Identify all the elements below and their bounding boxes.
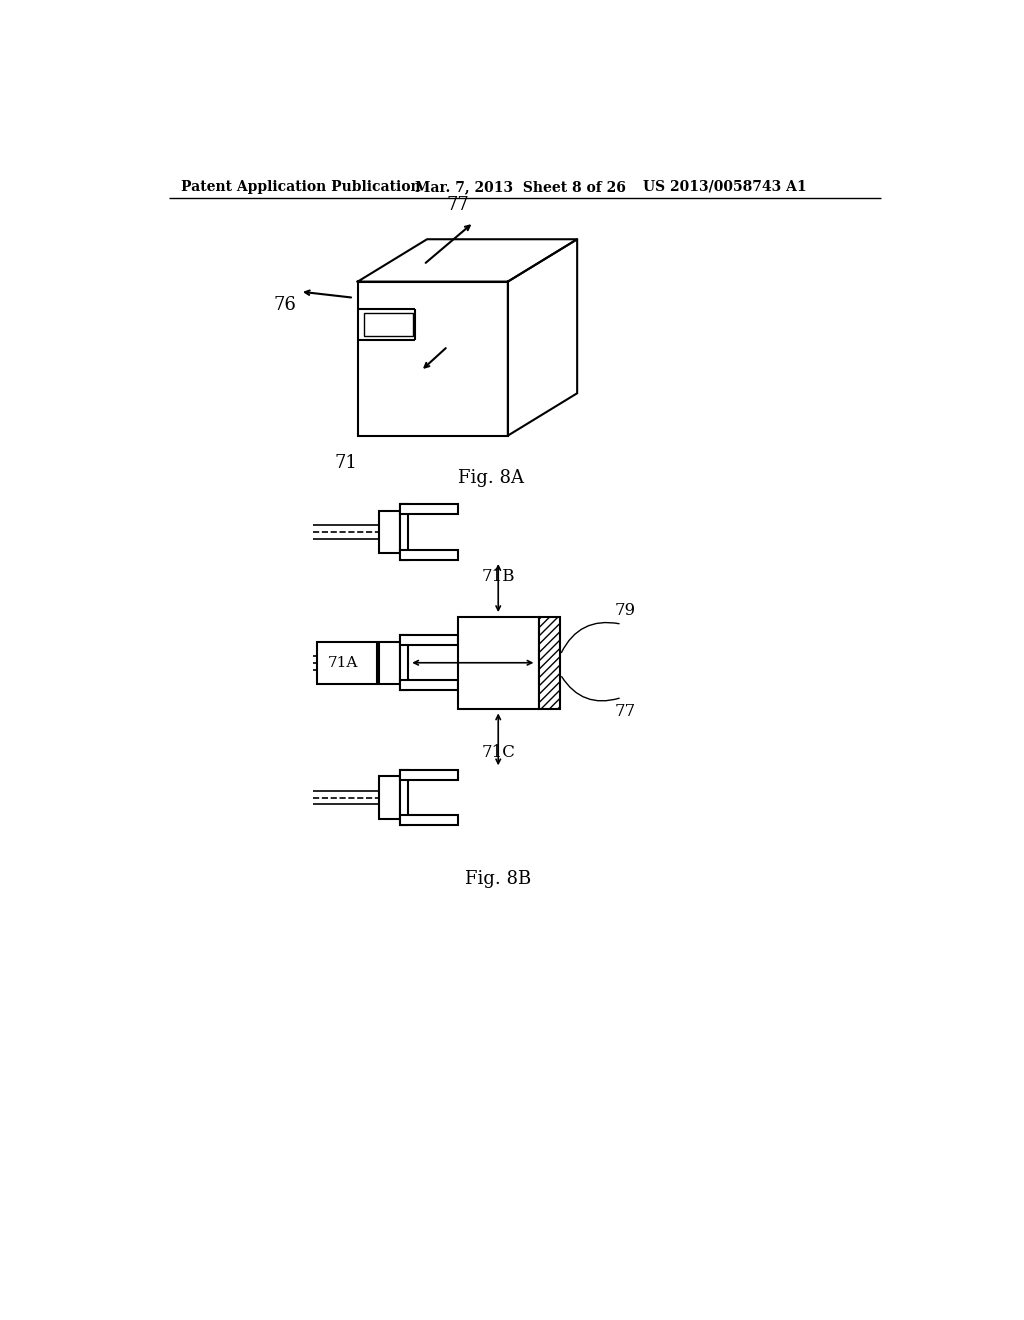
Bar <box>357 281 508 436</box>
Bar <box>379 642 400 684</box>
Bar <box>400 770 408 825</box>
Bar <box>539 616 560 709</box>
Text: Fig. 8A: Fig. 8A <box>458 469 523 487</box>
Text: 71: 71 <box>335 454 357 471</box>
Text: Mar. 7, 2013  Sheet 8 of 26: Mar. 7, 2013 Sheet 8 of 26 <box>416 180 627 194</box>
Bar <box>400 549 458 560</box>
Bar <box>316 642 377 684</box>
Bar <box>400 635 408 690</box>
Bar <box>400 635 458 645</box>
Text: 76: 76 <box>273 297 296 314</box>
Text: 77: 77 <box>446 197 470 214</box>
Bar <box>400 816 458 825</box>
Bar <box>400 681 458 690</box>
Text: 71B: 71B <box>481 568 515 585</box>
Bar <box>379 776 400 818</box>
Text: Patent Application Publication: Patent Application Publication <box>180 180 420 194</box>
Text: 77: 77 <box>615 702 636 719</box>
Bar <box>379 511 400 553</box>
Text: 79: 79 <box>615 602 636 619</box>
Text: Fig. 8B: Fig. 8B <box>465 870 531 888</box>
Bar <box>400 770 458 780</box>
Bar <box>364 313 414 337</box>
Bar <box>400 504 408 560</box>
Bar <box>400 504 458 515</box>
Text: US 2013/0058743 A1: US 2013/0058743 A1 <box>643 180 806 194</box>
Text: 71A: 71A <box>328 656 358 669</box>
Bar <box>458 616 539 709</box>
Text: 71C: 71C <box>481 744 515 762</box>
